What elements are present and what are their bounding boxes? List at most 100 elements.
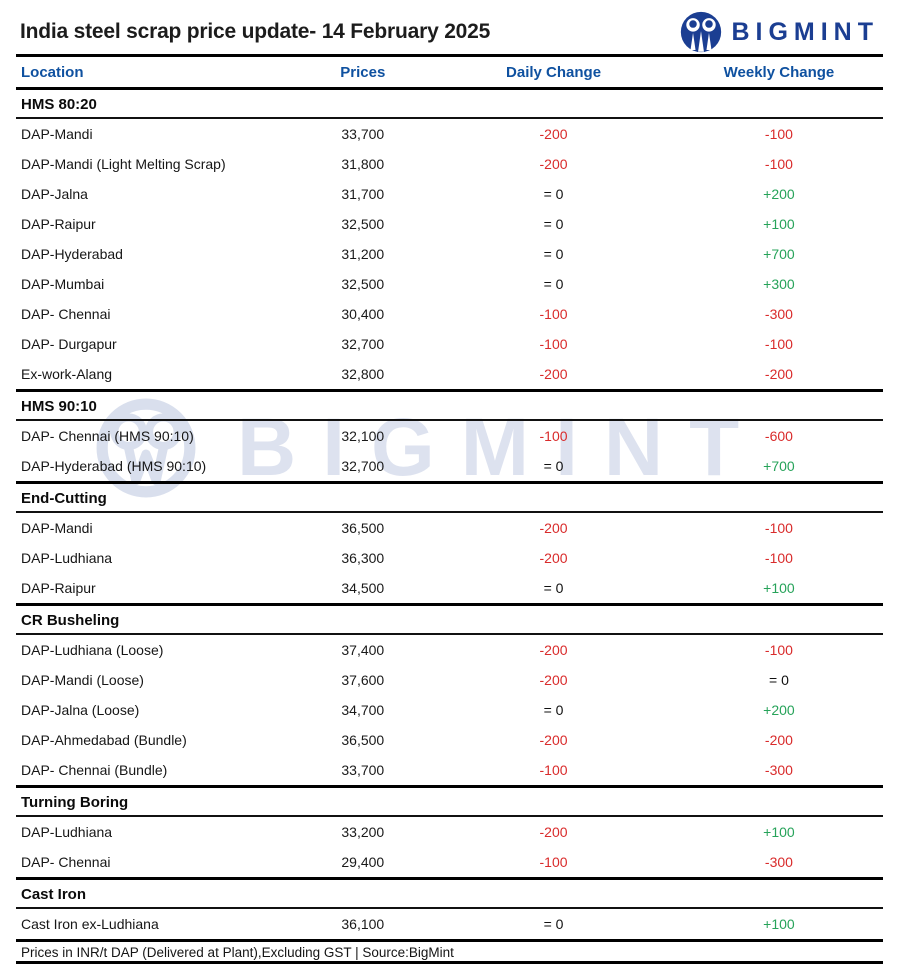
weekly-change-cell: +200 xyxy=(763,702,795,718)
price-cell: 36,500 xyxy=(341,732,385,748)
title-bar: India steel scrap price update- 14 Febru… xyxy=(0,0,899,54)
table-section: End-Cutting DAP-Mandi 36,500 -200 -100 DAP-Lu… xyxy=(16,484,883,606)
table-row: DAP-Raipur 32,500 = 0 +100 xyxy=(16,209,883,239)
table-row: DAP- Chennai (HMS 90:10) 32,100 -100 -600 xyxy=(16,421,883,451)
price-cell: 31,200 xyxy=(341,246,385,262)
section-header: CR Busheling xyxy=(16,606,883,635)
location-cell: Cast Iron ex-Ludhiana xyxy=(21,916,159,932)
weekly-change-cell: -100 xyxy=(764,520,793,536)
location-cell: DAP-Mandi (Loose) xyxy=(21,672,144,688)
section-header: Cast Iron xyxy=(16,880,883,909)
page-title: India steel scrap price update- 14 Febru… xyxy=(20,20,491,43)
weekly-change-cell: -100 xyxy=(764,550,793,566)
table-row: Ex-work-Alang 32,800 -200 -200 xyxy=(16,359,883,389)
column-header-prices: Prices xyxy=(340,63,386,81)
location-cell: DAP- Chennai xyxy=(21,306,111,322)
location-cell: DAP- Chennai (Bundle) xyxy=(21,762,168,778)
daily-change-cell: -200 xyxy=(539,520,568,536)
table-row: DAP-Mandi (Light Melting Scrap) 31,800 -20… xyxy=(16,149,883,179)
section-header: HMS 80:20 xyxy=(16,90,883,119)
weekly-change-cell: +700 xyxy=(763,246,795,262)
location-cell: DAP-Ludhiana xyxy=(21,550,113,566)
price-table: Location Prices Daily Change Weekly Chan… xyxy=(16,54,883,964)
table-section: HMS 80:20 DAP-Mandi 33,700 -200 -100 DAP-Mand… xyxy=(16,90,883,392)
column-header-weekly-change: Weekly Change xyxy=(723,63,835,81)
weekly-change-cell: -300 xyxy=(764,306,793,322)
location-cell: DAP-Raipur xyxy=(21,216,96,232)
weekly-change-cell: -100 xyxy=(764,336,793,352)
price-cell: 32,800 xyxy=(341,366,385,382)
weekly-change-cell: -100 xyxy=(764,642,793,658)
location-cell: DAP-Mandi xyxy=(21,126,93,142)
table-row: DAP-Hyderabad 31,200 = 0 +700 xyxy=(16,239,883,269)
weekly-change-cell: -200 xyxy=(764,366,793,382)
location-cell: DAP-Jalna (Loose) xyxy=(21,702,140,718)
column-header-row: Location Prices Daily Change Weekly Chan… xyxy=(16,57,883,90)
table-row: DAP-Ahmedabad (Bundle) 36,500 -200 -200 xyxy=(16,725,883,755)
daily-change-cell: = 0 xyxy=(543,216,564,232)
daily-change-cell: -100 xyxy=(539,336,568,352)
price-cell: 32,700 xyxy=(341,336,385,352)
daily-change-cell: = 0 xyxy=(543,916,564,932)
daily-change-cell: -200 xyxy=(539,672,568,688)
price-cell: 32,700 xyxy=(341,458,385,474)
price-cell: 33,200 xyxy=(341,824,385,840)
table-row: DAP-Mandi 33,700 -200 -100 xyxy=(16,119,883,149)
location-cell: DAP- Chennai xyxy=(21,854,111,870)
table-sections: HMS 80:20 DAP-Mandi 33,700 -200 -100 DAP-Mand… xyxy=(16,90,883,942)
location-cell: DAP-Hyderabad xyxy=(21,246,123,262)
table-row: DAP- Durgapur 32,700 -100 -100 xyxy=(16,329,883,359)
price-cell: 32,100 xyxy=(341,428,385,444)
brand-logo: BIGMINT xyxy=(680,11,879,53)
weekly-change-cell: +300 xyxy=(763,276,795,292)
price-cell: 37,600 xyxy=(341,672,385,688)
price-cell: 31,700 xyxy=(341,186,385,202)
table-section: Cast Iron Cast Iron ex-Ludhiana 36,100 = 0 +… xyxy=(16,880,883,942)
daily-change-cell: = 0 xyxy=(543,246,564,262)
daily-change-cell: -200 xyxy=(539,126,568,142)
table-row: DAP-Jalna 31,700 = 0 +200 xyxy=(16,179,883,209)
price-cell: 30,400 xyxy=(341,306,385,322)
section-header: Turning Boring xyxy=(16,788,883,817)
table-section: HMS 90:10 DAP- Chennai (HMS 90:10) 32,100 -… xyxy=(16,392,883,484)
price-cell: 32,500 xyxy=(341,276,385,292)
daily-change-cell: -200 xyxy=(539,642,568,658)
daily-change-cell: -200 xyxy=(539,156,568,172)
location-cell: DAP-Mandi xyxy=(21,520,93,536)
daily-change-cell: -100 xyxy=(539,306,568,322)
table-row: DAP-Ludhiana (Loose) 37,400 -200 -100 xyxy=(16,635,883,665)
table-row: DAP-Raipur 34,500 = 0 +100 xyxy=(16,573,883,603)
table-row: DAP-Jalna (Loose) 34,700 = 0 +200 xyxy=(16,695,883,725)
section-header: HMS 90:10 xyxy=(16,392,883,421)
price-cell: 33,700 xyxy=(341,126,385,142)
price-cell: 34,700 xyxy=(341,702,385,718)
location-cell: DAP- Chennai (HMS 90:10) xyxy=(21,428,194,444)
daily-change-cell: -200 xyxy=(539,732,568,748)
section-header: End-Cutting xyxy=(16,484,883,513)
weekly-change-cell: +100 xyxy=(763,216,795,232)
weekly-change-cell: +100 xyxy=(763,580,795,596)
price-cell: 36,500 xyxy=(341,520,385,536)
weekly-change-cell: -300 xyxy=(764,854,793,870)
table-section: Turning Boring DAP-Ludhiana 33,200 -200 +100… xyxy=(16,788,883,880)
weekly-change-cell: +700 xyxy=(763,458,795,474)
table-row: DAP-Mumbai 32,500 = 0 +300 xyxy=(16,269,883,299)
weekly-change-cell: -100 xyxy=(764,126,793,142)
location-cell: DAP-Hyderabad (HMS 90:10) xyxy=(21,458,207,474)
weekly-change-cell: -600 xyxy=(764,428,793,444)
daily-change-cell: -100 xyxy=(539,854,568,870)
column-header-daily-change: Daily Change xyxy=(506,63,602,81)
price-cell: 29,400 xyxy=(341,854,385,870)
table-row: DAP-Ludhiana 33,200 -200 +100 xyxy=(16,817,883,847)
daily-change-cell: -200 xyxy=(539,550,568,566)
location-cell: DAP-Mumbai xyxy=(21,276,105,292)
daily-change-cell: -200 xyxy=(539,366,568,382)
footer-note: Prices in INR/t DAP (Delivered at Plant)… xyxy=(16,942,883,964)
weekly-change-cell: -200 xyxy=(764,732,793,748)
location-cell: DAP-Mandi (Light Melting Scrap) xyxy=(21,156,226,172)
price-cell: 33,700 xyxy=(341,762,385,778)
price-cell: 36,300 xyxy=(341,550,385,566)
daily-change-cell: -200 xyxy=(539,824,568,840)
weekly-change-cell: = 0 xyxy=(769,672,789,688)
